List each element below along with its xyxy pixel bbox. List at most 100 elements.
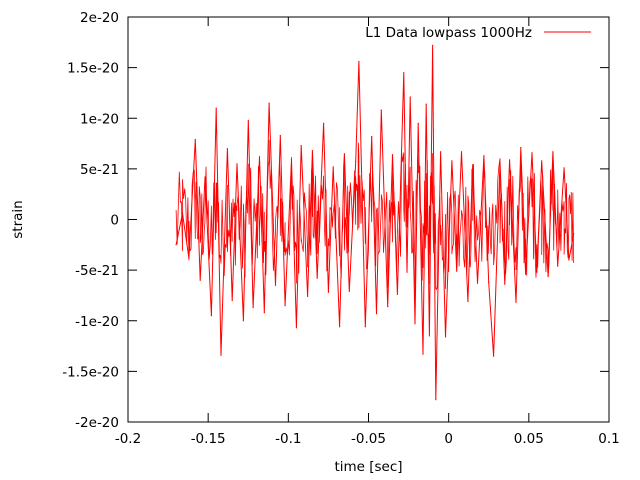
data-point bbox=[425, 103, 427, 105]
x-tick-label: 0 bbox=[444, 431, 453, 447]
data-point bbox=[520, 147, 522, 149]
data-point bbox=[432, 44, 434, 47]
data-point bbox=[414, 323, 416, 325]
data-point bbox=[483, 155, 485, 157]
data-point bbox=[536, 271, 538, 273]
x-tick-label: -0.05 bbox=[351, 431, 386, 447]
y-axis: -2e-20 -1.5e-20 -1e-20 -5e-21 0 5e-21 1e-20 1.5… bbox=[62, 10, 609, 431]
data-point bbox=[284, 305, 286, 307]
data-point bbox=[242, 320, 244, 322]
data-point bbox=[460, 151, 463, 153]
data-point bbox=[355, 161, 357, 163]
data-point bbox=[488, 281, 490, 283]
x-tick-label: -0.2 bbox=[115, 431, 141, 447]
y-tick-label: 2e-20 bbox=[80, 10, 119, 26]
data-point bbox=[252, 307, 254, 309]
data-point bbox=[290, 159, 293, 161]
x-axis-label: time [sec] bbox=[334, 459, 402, 475]
data-point bbox=[552, 151, 554, 153]
data-point bbox=[493, 355, 495, 357]
data-point bbox=[509, 159, 511, 161]
data-point bbox=[220, 354, 222, 356]
x-axis: -0.2 -0.15 -0.1 -0.05 0 0.05 0.1 bbox=[115, 17, 620, 447]
data-point bbox=[274, 284, 277, 286]
data-point bbox=[406, 271, 408, 273]
y-tick-label: -5e-21 bbox=[75, 263, 119, 279]
data-point bbox=[194, 138, 196, 141]
data-point bbox=[236, 163, 238, 165]
y-tick-label: -1.5e-20 bbox=[62, 364, 119, 380]
data-point bbox=[396, 293, 398, 295]
legend-label: L1 Data lowpass 1000Hz bbox=[365, 25, 532, 41]
data-point bbox=[263, 312, 265, 314]
data-point bbox=[247, 119, 249, 121]
x-tick-label: -0.15 bbox=[191, 431, 226, 447]
data-point bbox=[358, 60, 360, 63]
data-point bbox=[371, 135, 373, 138]
data-point bbox=[525, 273, 527, 275]
data-point bbox=[316, 277, 318, 279]
x-tick-label: 0.1 bbox=[598, 431, 619, 447]
series-layer bbox=[175, 44, 575, 401]
series-line bbox=[175, 45, 575, 400]
data-point bbox=[226, 148, 228, 150]
data-point bbox=[451, 160, 453, 162]
data-point bbox=[258, 156, 261, 158]
data-point bbox=[332, 166, 334, 168]
data-point bbox=[428, 335, 430, 337]
legend: L1 Data lowpass 1000Hz bbox=[365, 25, 591, 41]
data-point bbox=[375, 313, 378, 315]
data-point bbox=[307, 295, 309, 297]
data-point bbox=[504, 283, 506, 285]
data-point bbox=[391, 154, 394, 156]
data-point bbox=[472, 164, 474, 166]
data-point bbox=[547, 275, 549, 277]
y-tick-label: 1.5e-20 bbox=[67, 61, 119, 77]
data-point bbox=[456, 270, 458, 272]
data-point bbox=[440, 151, 442, 153]
data-point bbox=[435, 399, 437, 401]
x-tick-label: 0.05 bbox=[514, 431, 544, 447]
data-point bbox=[568, 259, 570, 261]
data-point bbox=[444, 336, 447, 338]
data-point bbox=[422, 353, 424, 355]
y-tick-label: -1e-20 bbox=[75, 314, 119, 330]
data-point bbox=[323, 122, 325, 124]
data-point bbox=[204, 176, 206, 178]
data-point bbox=[327, 291, 329, 293]
data-point bbox=[387, 306, 389, 308]
data-point bbox=[499, 161, 501, 163]
data-point bbox=[343, 153, 345, 155]
data-point bbox=[268, 102, 270, 104]
data-point bbox=[175, 244, 177, 246]
y-tick-label: 1e-20 bbox=[80, 111, 119, 127]
data-point bbox=[300, 145, 302, 147]
data-point bbox=[295, 327, 297, 329]
y-tick-label: -2e-20 bbox=[75, 415, 119, 431]
data-point bbox=[188, 257, 190, 259]
data-point bbox=[563, 167, 565, 169]
data-point bbox=[417, 122, 419, 124]
y-tick-label: 0 bbox=[110, 213, 119, 229]
data-point bbox=[364, 326, 366, 328]
noise-trace bbox=[175, 139, 575, 296]
data-point bbox=[199, 279, 201, 281]
data-point bbox=[231, 299, 233, 302]
y-axis-label: strain bbox=[10, 200, 26, 238]
data-point bbox=[348, 290, 350, 292]
data-point bbox=[279, 134, 281, 137]
data-point bbox=[181, 212, 184, 214]
data-point bbox=[515, 301, 517, 304]
y-tick-label: 5e-21 bbox=[80, 162, 119, 178]
data-point bbox=[557, 265, 559, 267]
x-tick-label: -0.1 bbox=[275, 431, 301, 447]
data-point bbox=[541, 160, 543, 162]
data-point bbox=[467, 300, 469, 303]
data-point bbox=[215, 107, 217, 109]
data-point bbox=[380, 109, 382, 111]
data-point bbox=[210, 315, 212, 317]
data-point bbox=[409, 96, 411, 98]
data-point bbox=[403, 72, 405, 74]
data-point bbox=[311, 150, 313, 152]
